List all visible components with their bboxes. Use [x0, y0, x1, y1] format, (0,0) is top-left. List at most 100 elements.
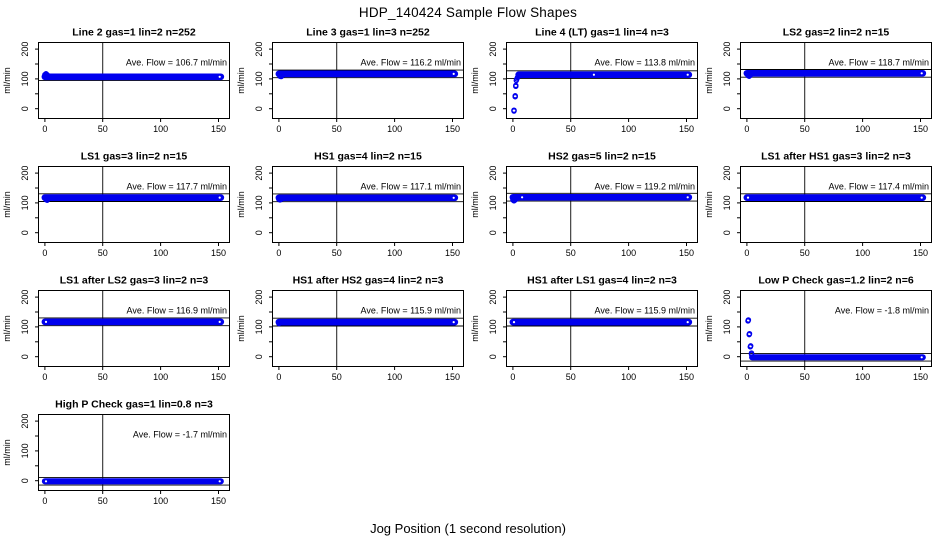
- ave-flow-label: Ave. Flow = -1.8 ml/min: [835, 306, 929, 316]
- plot-border: [740, 166, 932, 243]
- data-point: [511, 108, 517, 114]
- x-tick-label: 150: [445, 248, 460, 258]
- y-tick-label: 100: [20, 195, 30, 210]
- ave-flow-label: Ave. Flow = 119.2 ml/min: [595, 182, 695, 192]
- data-point: [513, 82, 519, 89]
- x-tick-label: 0: [42, 496, 47, 506]
- band-gap: [218, 480, 221, 483]
- y-tick-label: 200: [20, 166, 30, 181]
- x-tick-label: 150: [679, 124, 694, 134]
- flow-panel-13: 0 50 100 150 0 100 200 ml/min High P Check gas=1…: [0, 396, 234, 520]
- x-tick-label: 100: [153, 248, 168, 258]
- panel-plot: 0 50 100 150 0 100 200 ml/min Line 4 (LT) gas=1 …: [470, 27, 698, 134]
- x-tick-label: 150: [211, 248, 226, 258]
- data-point: [513, 196, 520, 202]
- y-tick-label: 200: [20, 414, 30, 429]
- band-gap: [44, 480, 48, 483]
- y-tick-label: 100: [722, 319, 732, 334]
- data-point: [515, 73, 522, 79]
- panel-plot: 0 50 100 150 0 100 200 ml/min LS1 after HS1 gas=…: [704, 151, 932, 258]
- data-point: [745, 317, 752, 323]
- x-tick-label: 100: [153, 124, 168, 134]
- x-axis-label: Jog Position (1 second resolution): [370, 521, 566, 536]
- panel-title: HS2 gas=5 lin=2 n=15: [548, 151, 656, 163]
- y-tick-label: 200: [722, 42, 732, 57]
- y-tick-label: 200: [20, 42, 30, 57]
- plot-border: [38, 290, 230, 367]
- x-tick-label: 50: [98, 124, 108, 134]
- y-tick-label: 0: [722, 354, 732, 359]
- x-tick-label: 100: [621, 372, 636, 382]
- y-tick-label: 0: [20, 478, 30, 483]
- y-tick-label: 200: [722, 290, 732, 305]
- y-tick-label: 100: [722, 195, 732, 210]
- x-tick-label: 150: [445, 372, 460, 382]
- ave-flow-label: Ave. Flow = 117.1 ml/min: [361, 182, 461, 192]
- panel-title: Line 2 gas=1 lin=2 n=252: [72, 27, 196, 39]
- x-tick-label: 0: [42, 248, 47, 258]
- y-tick-label: 0: [20, 230, 30, 235]
- flow-panel-10: 0 50 100 150 0 100 200 ml/min HS1 after HS2 gas=…: [234, 272, 468, 396]
- y-axis-title: ml/min: [2, 191, 12, 218]
- y-axis-title: ml/min: [704, 191, 714, 218]
- y-tick-label: 200: [488, 42, 498, 57]
- band-gap: [452, 72, 455, 75]
- x-tick-label: 100: [387, 248, 402, 258]
- y-axis-title: ml/min: [236, 67, 246, 94]
- data-point: [747, 343, 754, 349]
- band-gap: [512, 321, 516, 324]
- x-tick-label: 50: [800, 248, 810, 258]
- flow-panel-4: 0 50 100 150 0 100 200 ml/min LS2 gas=2 lin=2 n=…: [702, 24, 936, 148]
- y-axis-title: ml/min: [470, 315, 480, 342]
- x-tick-label: 150: [679, 372, 694, 382]
- x-tick-label: 0: [42, 124, 47, 134]
- plot-border: [272, 42, 464, 119]
- x-tick-label: 50: [332, 248, 342, 258]
- x-tick-label: 0: [276, 248, 281, 258]
- ave-flow-label: Ave. Flow = 115.9 ml/min: [361, 306, 461, 316]
- y-axis-title: ml/min: [2, 67, 12, 94]
- plot-border: [38, 414, 230, 491]
- y-tick-label: 0: [722, 106, 732, 111]
- y-tick-label: 200: [254, 42, 264, 57]
- x-tick-label: 0: [744, 372, 749, 382]
- plot-border: [272, 290, 464, 367]
- panel-plot: 0 50 100 150 0 100 200 ml/min Line 2 gas=1 lin=2…: [2, 27, 230, 134]
- x-tick-label: 0: [510, 372, 515, 382]
- x-tick-label: 50: [566, 124, 576, 134]
- x-tick-label: 0: [276, 372, 281, 382]
- x-tick-label: 50: [800, 372, 810, 382]
- panel-plot: 0 50 100 150 0 100 200 ml/min Line 3 gas=1 lin=3…: [236, 27, 464, 134]
- ave-flow-label: Ave. Flow = 116.9 ml/min: [127, 306, 227, 316]
- x-tick-label: 150: [913, 248, 928, 258]
- x-tick-label: 100: [621, 124, 636, 134]
- x-tick-label: 50: [98, 248, 108, 258]
- band-gap: [218, 75, 221, 78]
- panel-title: HS1 after HS2 gas=4 lin=2 n=3: [293, 275, 444, 287]
- y-tick-label: 0: [488, 106, 498, 111]
- panel-plot: 0 50 100 150 0 100 200 ml/min HS1 gas=4 lin=2 n=…: [236, 151, 464, 258]
- ave-flow-label: Ave. Flow = 117.7 ml/min: [127, 182, 227, 192]
- flow-panel-12: 0 50 100 150 0 100 200 ml/min Low P Check gas=1.…: [702, 272, 936, 396]
- y-axis-title: ml/min: [470, 67, 480, 94]
- data-point: [278, 196, 284, 203]
- x-tick-label: 100: [621, 248, 636, 258]
- data-point: [514, 74, 521, 81]
- x-tick-label: 150: [679, 248, 694, 258]
- band-gap: [920, 196, 923, 199]
- y-tick-label: 0: [254, 230, 264, 235]
- ave-flow-label: Ave. Flow = -1.7 ml/min: [133, 430, 227, 440]
- y-tick-label: 200: [20, 290, 30, 305]
- flow-panel-1: 0 50 100 150 0 100 200 ml/min Line 2 gas=1 lin=2…: [0, 24, 234, 148]
- y-tick-label: 200: [254, 166, 264, 181]
- panel-plot: 0 50 100 150 0 100 200 ml/min LS1 after LS2 gas=…: [2, 275, 230, 382]
- figure-title: HDP_140424 Sample Flow Shapes: [358, 5, 578, 20]
- y-axis-title: ml/min: [470, 191, 480, 218]
- panel-plot: 0 50 100 150 0 100 200 ml/min HS1 after LS1 gas=…: [470, 275, 698, 382]
- data-point: [279, 72, 286, 79]
- flow-panel-6: 0 50 100 150 0 100 200 ml/min HS1 gas=4 lin=2 n=…: [234, 148, 468, 272]
- data-point: [746, 330, 753, 337]
- flow-panel-8: 0 50 100 150 0 100 200 ml/min LS1 after HS1 gas=…: [702, 148, 936, 272]
- panel-title: LS1 after LS2 gas=3 lin=2 n=3: [60, 275, 209, 287]
- panel-title: Line 3 gas=1 lin=3 n=252: [306, 27, 430, 39]
